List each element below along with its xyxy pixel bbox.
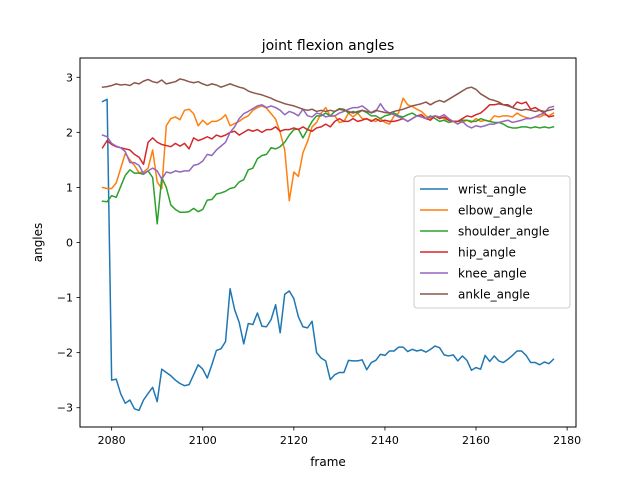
y-tick-label: 1	[66, 181, 73, 194]
y-tick-label: −3	[57, 402, 73, 415]
legend-label-shoulder-angle: shoulder_angle	[458, 225, 549, 239]
x-tick-label: 2120	[280, 434, 308, 447]
x-tick-label: 2180	[553, 434, 581, 447]
chart-title: joint flexion angles	[261, 38, 395, 54]
x-tick-label: 2140	[371, 434, 399, 447]
legend-label-wrist-angle: wrist_angle	[458, 183, 526, 197]
x-tick-label: 2160	[462, 434, 490, 447]
legend-label-hip-angle: hip_angle	[458, 246, 516, 260]
x-tick-label: 2080	[98, 434, 126, 447]
series-line-shoulder-angle	[101, 107, 555, 225]
legend-box	[413, 175, 571, 309]
y-tick-label: 0	[66, 237, 73, 250]
series-line-wrist-angle	[101, 98, 555, 412]
y-axis-label: angles	[31, 223, 45, 263]
legend-label-knee-angle: knee_angle	[458, 267, 527, 281]
ticks-layer: 2080 2100 2120 2140 2160 2180 −3 −2 −1 0 1 2 3	[57, 71, 581, 447]
legend: wrist_angle elbow_angle shoulder_angle hip_…	[413, 175, 571, 309]
y-tick-label: −2	[57, 347, 73, 360]
series-layer	[101, 78, 555, 412]
x-tick-label: 2100	[189, 434, 217, 447]
y-tick-label: 3	[66, 71, 73, 84]
series-line-knee-angle	[101, 102, 555, 180]
legend-label-ankle-angle: ankle_angle	[458, 288, 530, 302]
series-line-ankle-angle	[101, 78, 555, 114]
y-tick-label: 2	[66, 126, 73, 139]
legend-label-elbow-angle: elbow_angle	[458, 204, 533, 218]
series-line-hip-angle	[101, 101, 555, 166]
x-axis-label: frame	[310, 455, 346, 469]
y-tick-label: −1	[57, 292, 73, 305]
